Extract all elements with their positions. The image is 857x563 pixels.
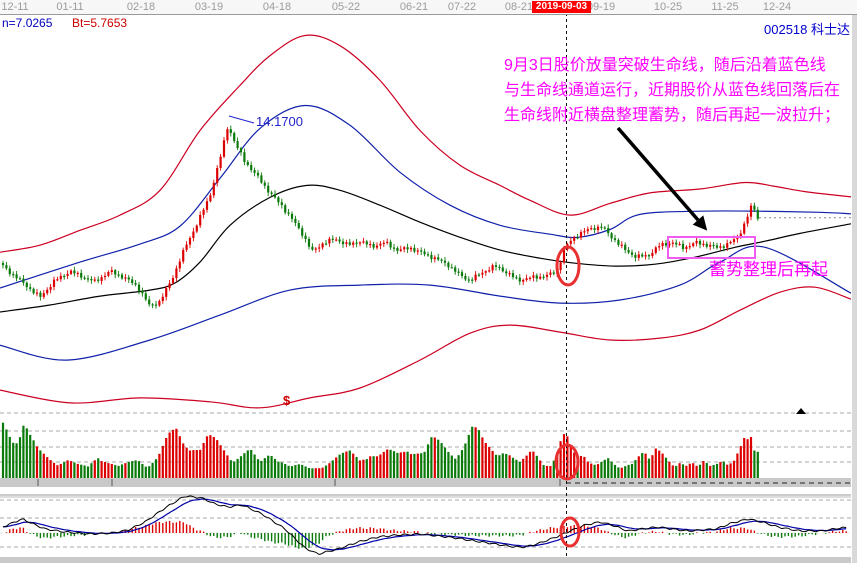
volume-triangle-marker bbox=[796, 408, 806, 414]
event-markers bbox=[228, 13, 851, 557]
band-upper-blue bbox=[0, 104, 852, 289]
pane-gridlines bbox=[0, 412, 857, 563]
axis-date-label: 11-25 bbox=[711, 1, 739, 13]
band-lower-red bbox=[0, 286, 852, 409]
analysis-note: 9月3日股价放量突破生命线，随后沿着蓝色线 与生命线通道运行，近期股价从蓝色线回… bbox=[504, 53, 856, 128]
stock-code-name: 002518 科士达 bbox=[764, 22, 850, 37]
volume-macd-separator bbox=[0, 478, 857, 487]
axis-date-label: 02-18 bbox=[126, 1, 156, 13]
consolidation-callout: 蓄势整理后再起 bbox=[709, 260, 828, 279]
peak-pointer-line bbox=[228, 115, 255, 124]
axis-date-label: 12-11 bbox=[1, 1, 29, 13]
band-lower-blue bbox=[0, 245, 852, 361]
date-axis: 12-11 01-11 02-18 03-19 04-18 05-22 06-21 07-22… bbox=[0, 0, 857, 15]
indicator-value-n: n=7.0265 bbox=[2, 16, 53, 30]
highlight-circle-volume bbox=[554, 443, 580, 481]
axis-date-label: 01-11 bbox=[56, 1, 84, 13]
highlight-circle-macd bbox=[559, 516, 581, 548]
axis-date-label: 07-22 bbox=[447, 1, 477, 13]
consolidation-box bbox=[667, 236, 756, 259]
macd-dif-line bbox=[2, 495, 847, 555]
axis-date-label: 10-25 bbox=[653, 1, 683, 13]
right-scrollbar-strip[interactable] bbox=[851, 14, 857, 563]
axis-date-label: 05-22 bbox=[331, 1, 361, 13]
axis-date-label: 04-18 bbox=[262, 1, 292, 13]
highlight-circle-price bbox=[555, 245, 581, 287]
axis-date-label: 09-19 bbox=[586, 1, 616, 13]
analysis-note-line1: 9月3日股价放量突破生命线，随后沿着蓝色线 bbox=[504, 57, 826, 74]
analysis-note-line3: 生命线附近横盘整理蓄势，随后再起一波拉升； bbox=[504, 107, 841, 124]
volume-series bbox=[1, 422, 759, 478]
indicator-value-bt: Bt=5.7653 bbox=[72, 16, 128, 30]
highlighted-date-badge: 2019-09-03 bbox=[532, 1, 591, 13]
band-upper-red bbox=[0, 34, 852, 253]
peak-price-label: 14.1700 bbox=[256, 114, 303, 129]
arrowhead-icon bbox=[692, 215, 708, 231]
bottom-separator bbox=[0, 557, 857, 563]
macd-series bbox=[2, 495, 847, 555]
axis-date-label: 03-19 bbox=[194, 1, 224, 13]
band-mid-black bbox=[0, 184, 852, 313]
envelope-bands bbox=[0, 34, 852, 409]
breakout-arrow bbox=[616, 126, 708, 231]
macd-dea-line bbox=[2, 498, 847, 551]
analysis-note-line2: 与生命线通道运行，近期股价从蓝色线回落后在 bbox=[504, 82, 841, 99]
candlestick-series bbox=[1, 125, 759, 309]
dollar-low-marker: $ bbox=[283, 393, 291, 408]
axis-date-label: 08-21 bbox=[504, 1, 534, 13]
axis-date-label: 06-21 bbox=[399, 1, 429, 13]
axis-date-label: 12-24 bbox=[762, 1, 792, 13]
